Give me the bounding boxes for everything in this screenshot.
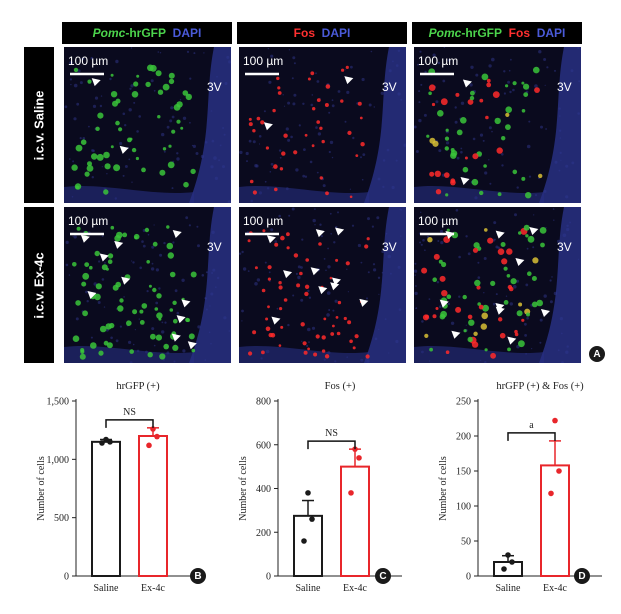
y-tick-label: 600 — [256, 440, 271, 451]
data-point — [348, 490, 354, 496]
significance-label: NS — [325, 428, 338, 439]
y-tick-label: 200 — [456, 432, 471, 443]
data-point — [505, 552, 511, 558]
x-tick-label: Ex-4c — [141, 583, 165, 594]
data-point — [501, 566, 507, 572]
y-tick-label: 250 — [456, 397, 471, 408]
data-point — [99, 440, 105, 446]
header-pomc-dapi: Pomc-hrGFP DAPI — [62, 22, 232, 44]
bar-ex-4c — [340, 465, 370, 577]
panel-letter-c: C — [375, 568, 391, 584]
micrograph-ex4c-gfp: 100 µm 3V — [64, 207, 231, 363]
scale-bar-label: 100 µm — [418, 214, 458, 228]
chart-title: Fos (+) — [325, 381, 356, 392]
data-point — [548, 490, 554, 497]
significance-label: NS — [123, 407, 136, 418]
ventricle-label: 3V — [557, 80, 572, 94]
x-tick-label: Saline — [296, 583, 322, 594]
significance-bracket — [507, 432, 556, 441]
data-point — [356, 455, 362, 461]
data-point — [509, 559, 515, 565]
ventricle-label: 3V — [557, 240, 572, 254]
y-tick-label: 800 — [256, 397, 271, 408]
chart-title: hrGFP (+) & Fos (+) — [496, 381, 584, 392]
chart-title: hrGFP (+) — [116, 381, 160, 392]
data-point — [556, 468, 562, 474]
significance-bracket — [105, 419, 154, 428]
scale-bar-label: 100 µm — [68, 54, 108, 68]
y-axis-label: Number of cells — [36, 456, 47, 521]
ventricle-label: 3V — [382, 80, 397, 94]
data-point — [103, 436, 109, 443]
data-point — [309, 516, 315, 522]
header-merge: Pomc-hrGFP Fos DAPI — [412, 22, 582, 44]
x-tick-label: Saline — [94, 583, 120, 594]
micrograph-ex4c-merge: 100 µm 3V — [414, 207, 581, 363]
x-tick-label: Ex-4c — [343, 583, 367, 594]
y-tick-label: 0 — [64, 572, 69, 583]
bar-saline — [493, 561, 523, 577]
panel-letter-d: D — [574, 568, 590, 584]
micrograph-saline-merge: 100 µm 3V — [414, 47, 581, 203]
significance-bracket — [307, 440, 356, 450]
y-tick-label: 1,000 — [47, 455, 70, 466]
ventricle-label: 3V — [207, 240, 222, 254]
scale-bar-label: 100 µm — [68, 214, 108, 228]
bar-saline — [91, 440, 121, 578]
data-point — [301, 538, 307, 544]
bar-ex-4c — [540, 464, 570, 577]
micrograph-saline-fos: 100 µm 3V — [239, 47, 406, 203]
ventricle-label: 3V — [207, 80, 222, 94]
data-point — [150, 426, 156, 432]
significance-label: a — [529, 420, 534, 431]
bar-ex-4c — [138, 435, 168, 577]
y-axis-label: Number of cells — [438, 456, 449, 521]
data-point — [146, 442, 152, 449]
micrograph-saline-gfp: 100 µm 3V — [64, 47, 231, 203]
row-label-ex4c: i.c.v. Ex-4c — [24, 207, 54, 363]
y-tick-label: 1,500 — [47, 397, 70, 408]
micrograph-ex4c-fos: 100 µm 3V — [239, 207, 406, 363]
y-tick-label: 50 — [461, 537, 471, 548]
x-tick-label: Ex-4c — [543, 583, 567, 594]
chart-d: hrGFP (+) & Fos (+) Number of cells 0 50 100… — [412, 370, 612, 610]
scale-bar-label: 100 µm — [418, 54, 458, 68]
data-point — [552, 417, 558, 424]
data-point — [305, 490, 311, 496]
y-tick-label: 400 — [256, 484, 271, 495]
scale-bar-label: 100 µm — [243, 54, 283, 68]
y-tick-label: 500 — [54, 513, 69, 524]
chart-b: hrGFP (+) Number of cells 0 500 1,000 1,500 Sa… — [10, 370, 210, 610]
panel-letter-a: A — [589, 346, 605, 362]
y-tick-label: 200 — [256, 528, 271, 539]
x-tick-label: Saline — [496, 583, 522, 594]
y-axis-label: Number of cells — [238, 456, 249, 521]
y-tick-label: 150 — [456, 467, 471, 478]
scale-bar-label: 100 µm — [243, 214, 283, 228]
data-point — [154, 433, 160, 440]
y-tick-label: 100 — [456, 502, 471, 513]
bar-saline — [293, 514, 323, 577]
y-tick-label: 0 — [266, 572, 271, 583]
panel-letter-b: B — [190, 568, 206, 584]
ventricle-label: 3V — [382, 240, 397, 254]
row-label-saline: i.c.v. Saline — [24, 47, 54, 203]
y-tick-label: 0 — [466, 572, 471, 583]
header-fos-dapi: Fos DAPI — [237, 22, 407, 44]
